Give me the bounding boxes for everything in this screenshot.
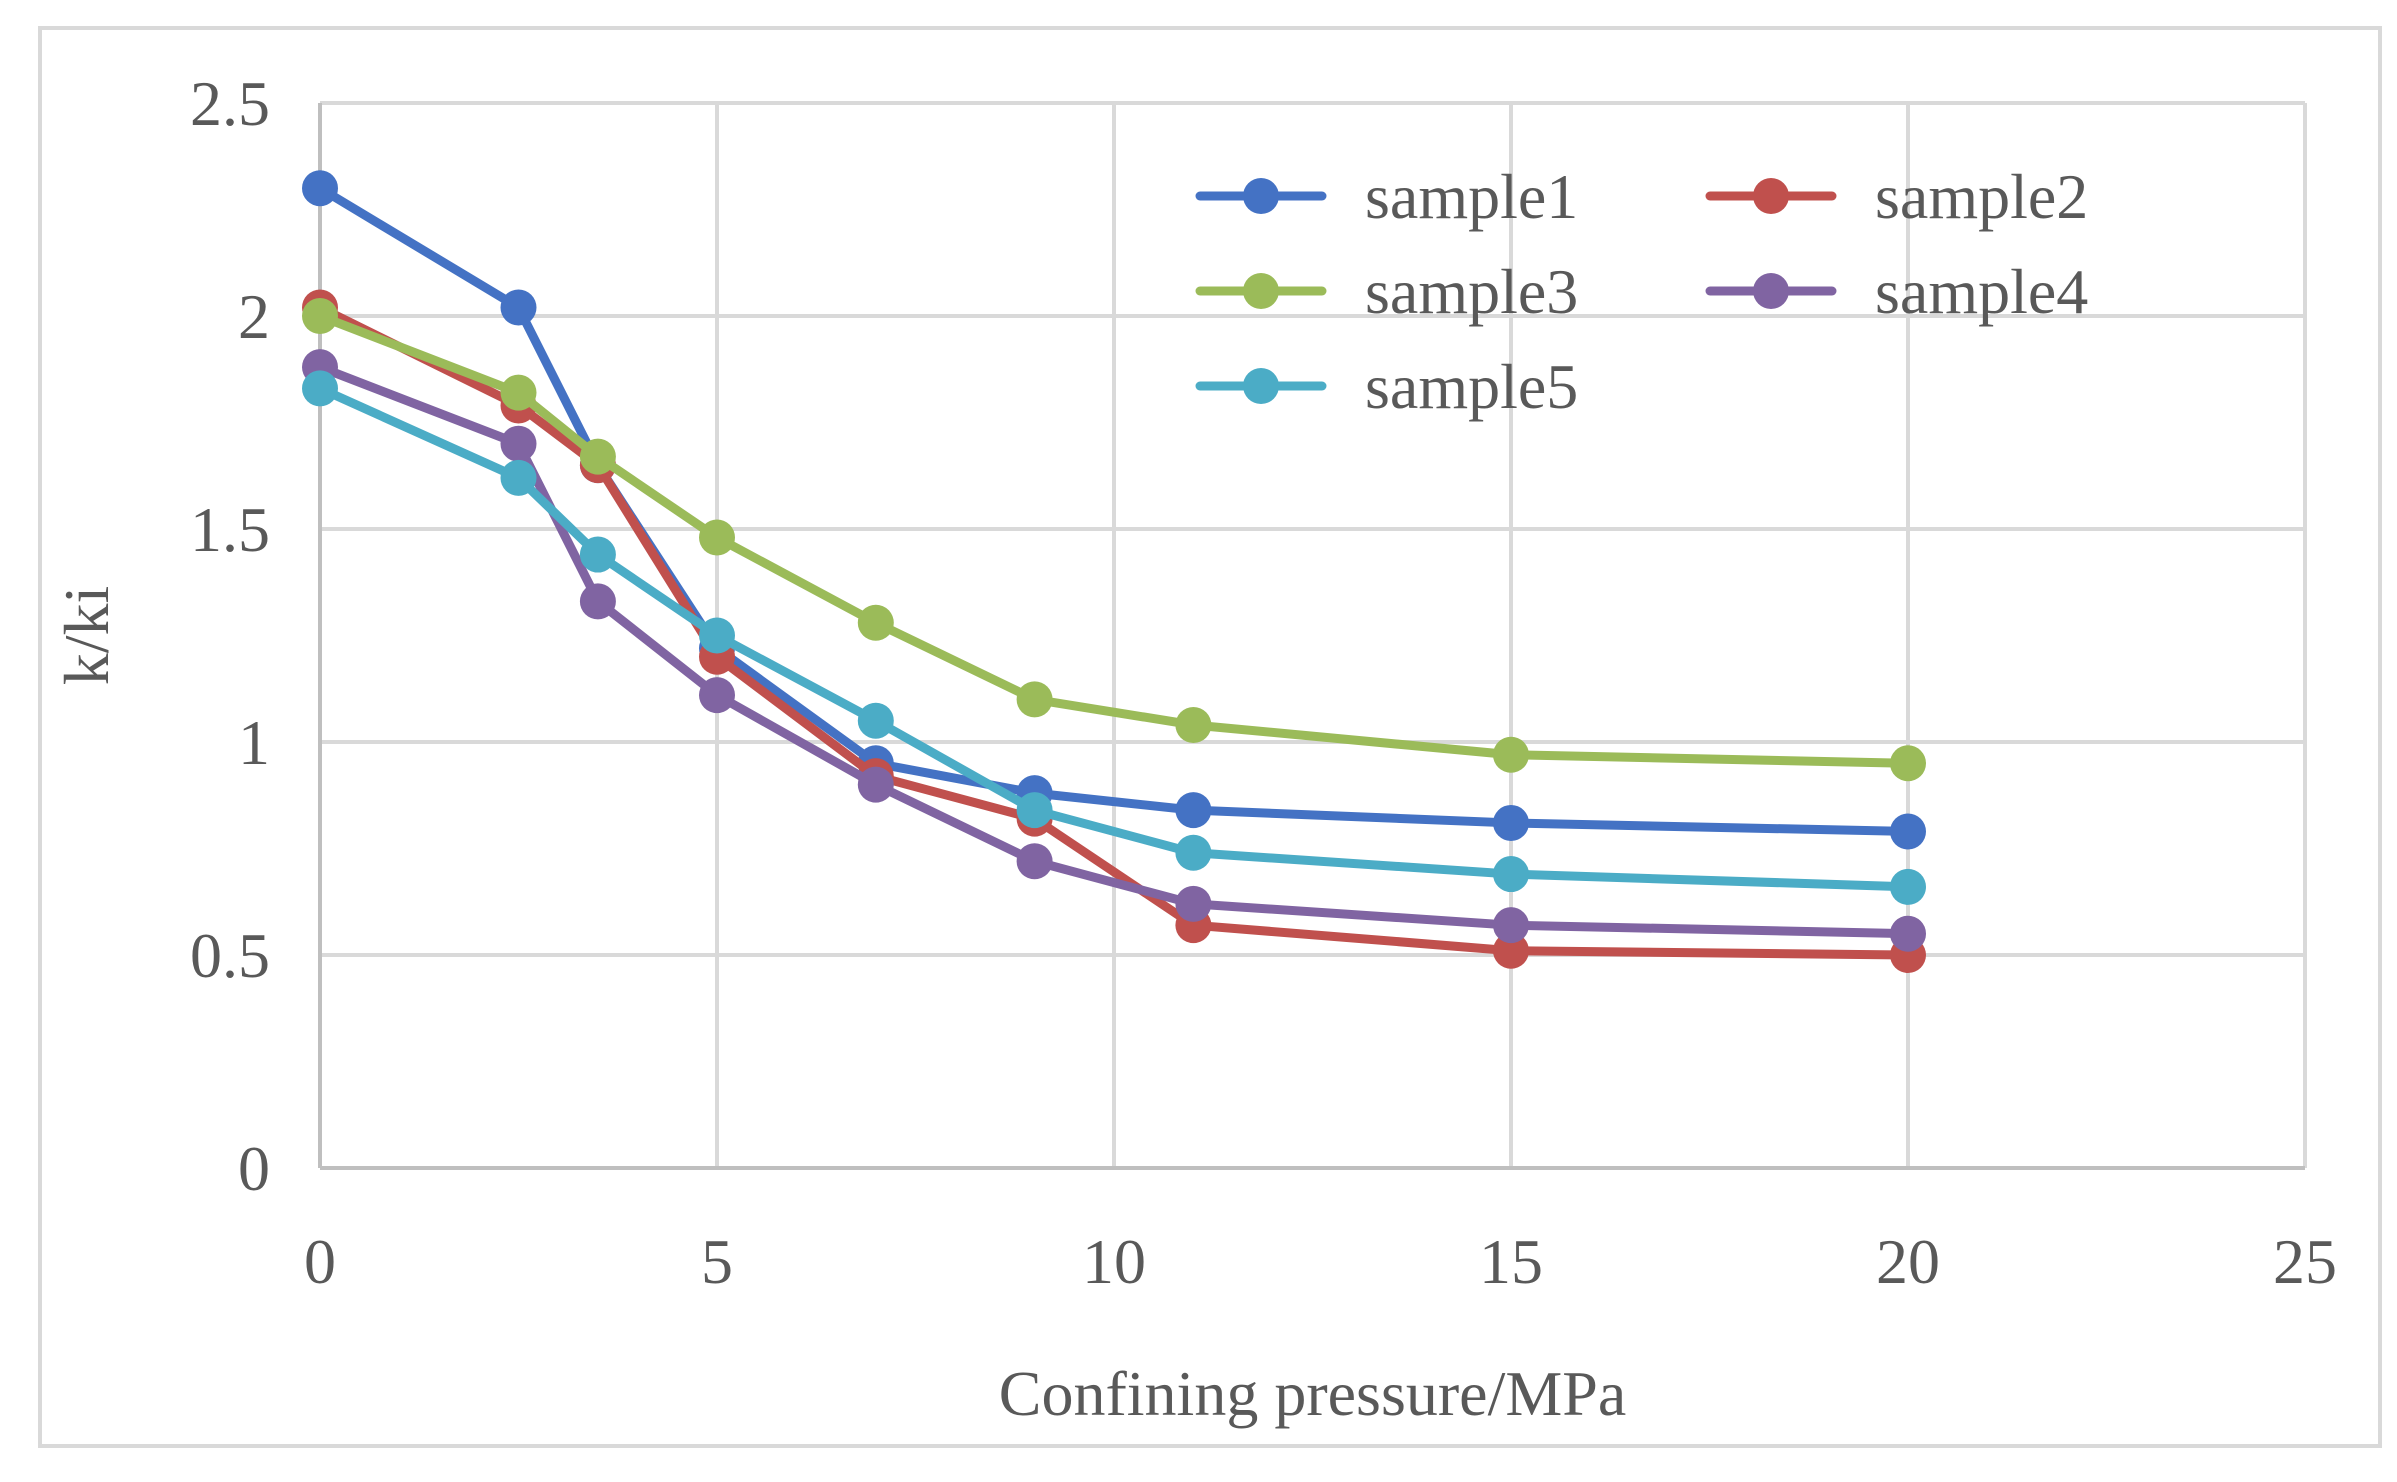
data-point: [500, 425, 537, 462]
x-tick-label: 5: [701, 1226, 733, 1297]
y-axis-title: k/ki: [51, 586, 122, 686]
data-point: [500, 289, 537, 326]
data-point: [1890, 813, 1926, 850]
data-point: [1890, 915, 1926, 952]
legend-swatch-marker: [1243, 368, 1279, 404]
x-tick-label: 15: [1479, 1226, 1543, 1297]
data-point: [1175, 885, 1212, 922]
x-tick-label: 0: [304, 1226, 336, 1297]
legend-item-sample4: sample4: [1705, 256, 2088, 327]
x-tick-label: 25: [2273, 1226, 2337, 1297]
data-point: [500, 374, 537, 411]
data-point: [500, 459, 537, 496]
data-point: [699, 677, 735, 714]
data-point: [857, 766, 894, 803]
data-point: [579, 583, 616, 620]
data-point: [699, 617, 735, 654]
data-point: [1493, 804, 1529, 841]
data-point: [302, 370, 338, 407]
y-tick-label: 1: [238, 707, 270, 778]
gridlines: [320, 101, 2307, 1168]
data-point: [857, 604, 894, 641]
data-point: [699, 519, 735, 556]
data-point: [1890, 745, 1926, 782]
data-point: [1175, 792, 1212, 829]
y-tick-label: 0.5: [190, 920, 270, 991]
data-point: [579, 438, 616, 475]
legend-swatch-marker: [1243, 178, 1279, 214]
series-sample3: [302, 298, 1926, 782]
data-point: [1493, 856, 1529, 893]
legend-label: sample1: [1365, 161, 1578, 232]
legend-swatch-marker: [1753, 178, 1789, 214]
data-point: [1493, 736, 1529, 773]
data-point: [1016, 843, 1053, 880]
legend: sample1 sample2 sample3 sample4 sample5: [1195, 161, 2088, 422]
data-point: [302, 170, 338, 207]
data-point: [302, 298, 338, 334]
y-tick-label: 2.5: [190, 68, 270, 139]
y-tick-label: 0: [238, 1133, 270, 1204]
y-tick-label: 2: [238, 281, 270, 352]
legend-item-sample5: sample5: [1195, 351, 1578, 422]
legend-swatch-marker: [1753, 273, 1789, 309]
legend-label: sample4: [1875, 256, 2088, 327]
data-point: [1175, 706, 1212, 743]
axes: 0 5 10 15 20 25 0 0.5 1 1.5 2 2.5: [190, 68, 2337, 1297]
data-point: [1493, 932, 1529, 969]
x-tick-label: 20: [1876, 1226, 1940, 1297]
series-sample5: [302, 370, 1926, 905]
legend-item-sample2: sample2: [1705, 161, 2088, 232]
data-point: [579, 536, 616, 573]
series-group: [302, 170, 1926, 973]
legend-item-sample1: sample1: [1195, 161, 1578, 232]
data-point: [1016, 792, 1053, 829]
data-point: [1016, 681, 1053, 718]
data-point: [1493, 907, 1529, 944]
legend-label: sample2: [1875, 161, 2088, 232]
legend-label: sample5: [1365, 351, 1578, 422]
legend-label: sample3: [1365, 256, 1578, 327]
x-tick-label: 10: [1082, 1226, 1146, 1297]
y-tick-label: 1.5: [190, 494, 270, 565]
data-point: [1890, 868, 1926, 905]
legend-swatch-marker: [1243, 273, 1279, 309]
chart-border: [38, 26, 2382, 1448]
data-point: [1175, 834, 1212, 871]
x-axis-title: Confining pressure/MPa: [999, 1358, 1627, 1429]
legend-item-sample3: sample3: [1195, 256, 1578, 327]
data-point: [857, 702, 894, 739]
